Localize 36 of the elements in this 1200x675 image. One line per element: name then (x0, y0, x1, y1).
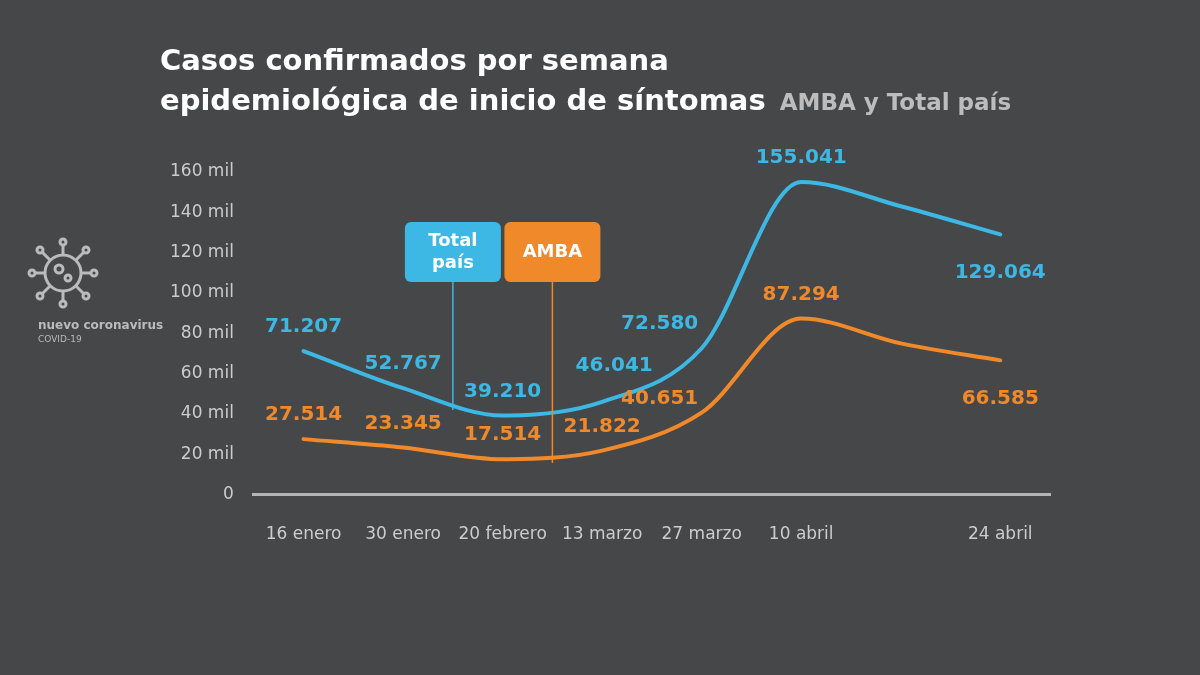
x-tick-label: 13 marzo (562, 523, 643, 544)
text: nuevo coronavirus (38, 318, 164, 332)
x-tick-label: 16 enero (265, 523, 342, 544)
y-tick-label: 80 mil (180, 321, 234, 342)
chart-subtitle: AMBA y Total país (779, 89, 1012, 115)
x-tick-label: 10 abril (768, 523, 834, 544)
data-label: 40.651 (621, 384, 699, 409)
data-label: 27.514 (265, 401, 343, 426)
x-tick-label: 24 abril (967, 523, 1033, 544)
y-tick-label: 20 mil (180, 442, 234, 463)
data-label: 52.767 (364, 350, 442, 375)
y-tick-label: 0 (223, 483, 234, 504)
data-label: 87.294 (762, 280, 840, 305)
data-label: 155.041 (755, 144, 847, 169)
data-label: 17.514 (464, 421, 542, 446)
data-label: 129.064 (954, 258, 1046, 283)
y-tick-label: 60 mil (180, 362, 234, 383)
data-label: 71.207 (265, 313, 343, 338)
data-label: 72.580 (621, 310, 699, 335)
y-tick-label: 100 mil (170, 281, 234, 302)
x-tick-label: 30 enero (365, 523, 442, 544)
y-tick-label: 40 mil (180, 402, 234, 423)
text: COVID-19 (38, 333, 83, 346)
chart-title: Casos confirmados por semana epidemiológica de inicio de síntomas (160, 43, 766, 117)
data-label: 21.822 (563, 412, 641, 437)
x-tick-label: 27 marzo (661, 523, 742, 544)
y-tick-label: 140 mil (170, 200, 234, 221)
data-label: 23.345 (364, 409, 442, 434)
data-label: 39.210 (464, 377, 542, 402)
y-tick-label: 160 mil (170, 160, 234, 181)
x-tick-label: 20 febrero (458, 523, 547, 544)
data-label: 46.041 (575, 351, 653, 376)
y-tick-label: 120 mil (170, 241, 234, 262)
data-label: 66.585 (961, 384, 1039, 409)
text: Total país (428, 228, 478, 272)
text: AMBA (522, 239, 583, 261)
